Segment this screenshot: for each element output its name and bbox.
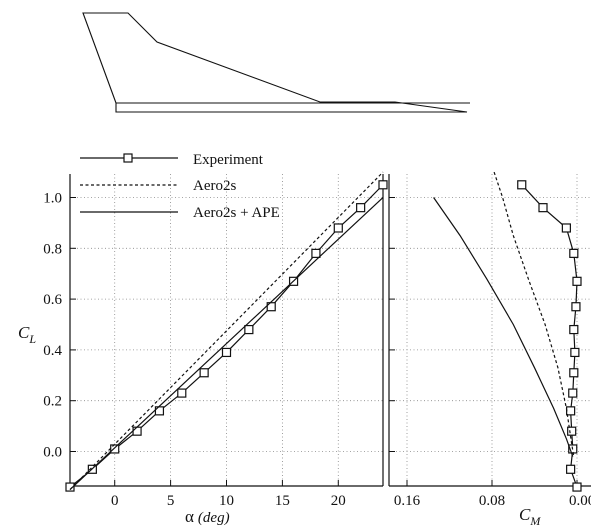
legend-label-aero2s-ape: Aero2s + APE [193, 205, 280, 221]
right-series-line-aero2s-ape [433, 197, 574, 457]
left-point-experiment [333, 223, 343, 233]
left-point-experiment [378, 180, 388, 190]
right-point-experiment [569, 248, 579, 258]
legend-item-aero2s: Aero2s [80, 178, 236, 194]
right-point-experiment [561, 223, 571, 233]
legend-marker-experiment [123, 153, 133, 163]
left-y-tick-label: 0.4 [43, 343, 62, 359]
left-x-tick-label: 10 [219, 493, 234, 509]
left-x-tick-label: 0 [111, 493, 119, 509]
left-y-tick-labels: 0.0 0.2 0.4 0.6 0.8 1.0 [43, 191, 62, 461]
right-point-experiment [569, 324, 579, 335]
left-point-experiment [132, 426, 142, 436]
wing-outline [82, 12, 470, 113]
right-point-experiment [570, 347, 580, 358]
x-axis-label: α (deg) [185, 507, 230, 526]
lift-vs-moment-panel: 0.16 0.08 0.00 CM [388, 171, 591, 528]
left-point-experiment [177, 388, 187, 398]
left-y-tick-label: 1.0 [43, 191, 62, 207]
right-grid [389, 174, 591, 486]
x-axis-label-symbol: α [185, 507, 194, 526]
wing-planform [82, 12, 470, 113]
right-point-experiment [538, 203, 548, 213]
right-point-experiment [568, 388, 578, 398]
left-x-tick-label: 20 [331, 493, 346, 509]
left-point-experiment [65, 482, 75, 492]
y-axis-label: CL [18, 323, 36, 346]
left-point-experiment [266, 302, 276, 312]
left-point-experiment [356, 203, 366, 213]
left-point-experiment [110, 444, 120, 454]
right-x-axis-label: CM [519, 505, 541, 527]
right-point-experiment [569, 368, 579, 378]
legend-item-aero2s-ape: Aero2s + APE [80, 205, 280, 221]
left-x-tick-label: 15 [275, 493, 290, 509]
legend-item-experiment: Experiment [80, 152, 264, 168]
left-point-experiment [221, 347, 232, 358]
left-point-experiment [311, 248, 321, 258]
legend: Experiment Aero2s Aero2s + APE [80, 152, 280, 221]
right-point-experiment [566, 464, 576, 474]
right-x-axis-label-sub: M [529, 514, 541, 527]
left-grid [70, 174, 383, 486]
left-point-experiment [244, 324, 254, 335]
right-point-experiment [572, 482, 582, 492]
left-x-tick-labels: 0 5 10 15 20 [111, 493, 346, 509]
left-y-tick-label: 0.0 [43, 445, 62, 461]
y-axis-label-sub: L [28, 332, 36, 346]
left-y-tick-label: 0.8 [43, 241, 62, 257]
right-point-experiment [566, 406, 576, 416]
left-series [65, 171, 388, 492]
right-x-tick-labels: 0.16 0.08 0.00 [394, 493, 591, 509]
left-series-line-aero2s-ape [69, 197, 384, 491]
left-y-tick-label: 0.6 [43, 292, 62, 308]
x-axis-label-unit: (deg) [198, 510, 230, 526]
left-series-line-aero2s [69, 171, 384, 491]
right-point-experiment [567, 426, 577, 436]
right-point-experiment [572, 276, 582, 286]
left-x-tick-label: 5 [167, 493, 175, 509]
y-axis-label-main: C [18, 323, 30, 342]
legend-label-aero2s: Aero2s [193, 178, 236, 194]
left-y-tick-label: 0.2 [43, 394, 62, 410]
right-point-experiment [571, 302, 581, 312]
right-x-tick-label: 0.00 [569, 493, 591, 509]
right-x-tick-label: 0.08 [479, 493, 505, 509]
legend-label-experiment: Experiment [193, 152, 264, 168]
right-x-tick-label: 0.16 [394, 493, 421, 509]
right-x-axis-label-main: C [519, 505, 531, 524]
lift-vs-alpha-panel: 0.0 0.2 0.4 0.6 0.8 1.0 0 5 10 15 20 CL α (deg) [18, 171, 388, 526]
right-series [433, 171, 582, 492]
right-tick-marks [389, 197, 578, 486]
right-point-experiment [517, 180, 527, 190]
left-point-experiment [199, 368, 209, 378]
right-series-line-aero2s [493, 171, 575, 457]
left-tick-marks [70, 197, 339, 486]
